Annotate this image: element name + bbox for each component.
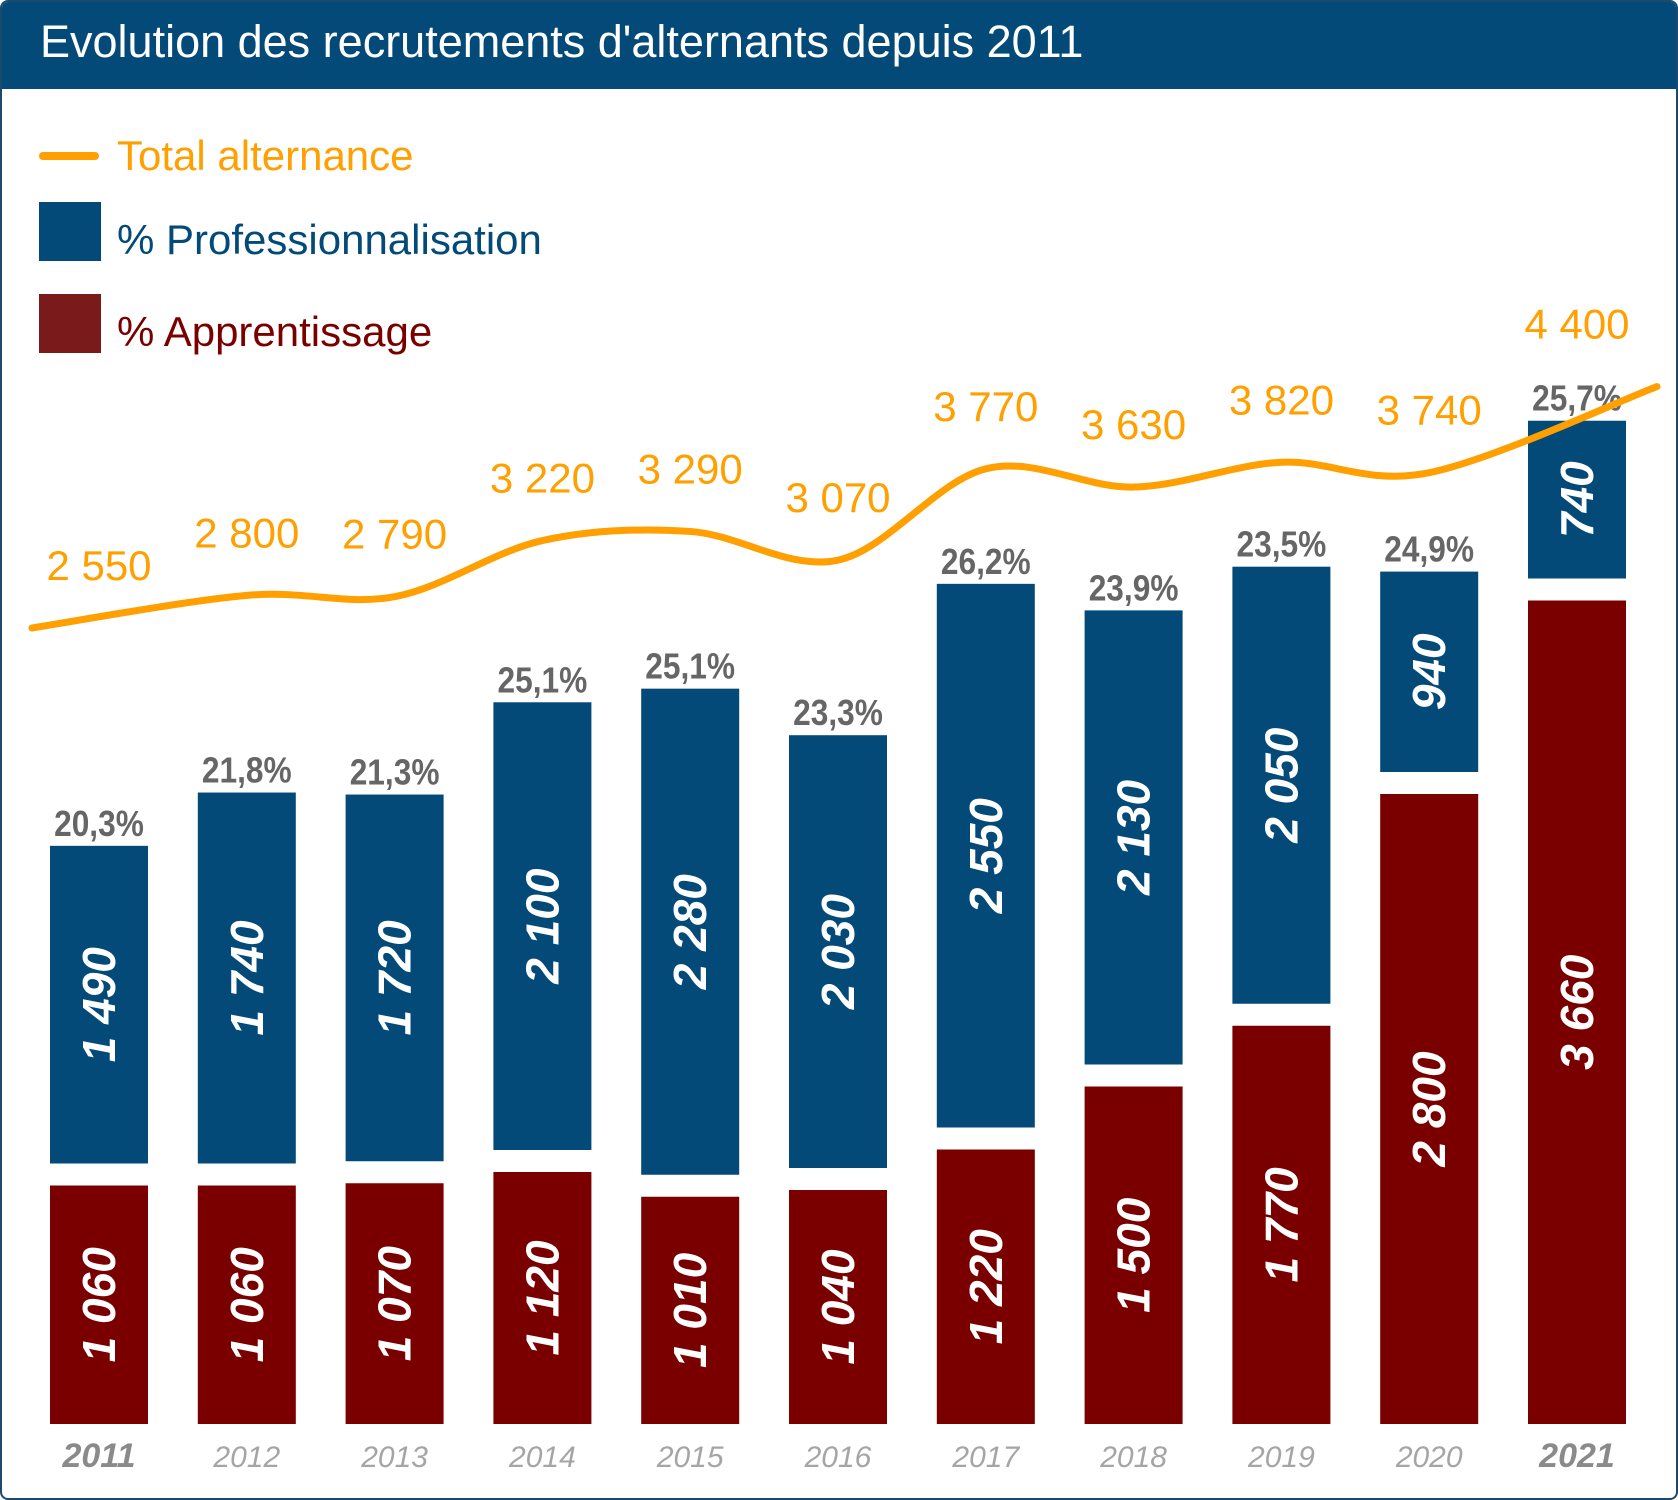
bar-label-apprentissage-2015: 1 010 (664, 1252, 716, 1368)
bar-professionnalisation-2014 (493, 702, 592, 1150)
bar-label-professionnalisation-2014: 2 100 (516, 868, 568, 985)
total-label-2021: 4 400 (1524, 301, 1629, 348)
bar-professionnalisation-2017 (936, 583, 1035, 1128)
year-label-2012: 2012 (212, 1441, 280, 1474)
bar-apprentissage-2016 (789, 1190, 887, 1424)
legend-label-total: Total alternance (117, 132, 414, 179)
legend-line-swatch (39, 152, 99, 160)
bar-professionnalisation-2012 (197, 792, 296, 1164)
bar-apprentissage-2018 (1084, 1086, 1183, 1424)
pct-label-2011: 20,3% (54, 804, 144, 844)
bar-label-apprentissage-2021: 3 660 (1551, 954, 1603, 1070)
legend-label-pro: % Professionnalisation (117, 216, 542, 263)
bar-professionnalisation-2016 (789, 735, 887, 1168)
bar-professionnalisation-2020 (1380, 571, 1479, 772)
bar-apprentissage-2021 (1528, 600, 1626, 1424)
pct-label-2021: 25,7% (1532, 379, 1622, 419)
total-label-2018: 3 630 (1081, 401, 1186, 448)
bar-label-apprentissage-2014: 1 120 (516, 1240, 568, 1356)
bar-apprentissage-2020 (1380, 794, 1479, 1424)
pct-label-2014: 25,1% (498, 660, 588, 700)
total-label-2020: 3 740 (1377, 387, 1482, 434)
bar-label-apprentissage-2019: 1 770 (1255, 1167, 1307, 1283)
bar-label-professionnalisation-2011: 1 490 (73, 947, 125, 1063)
bar-professionnalisation-2011 (50, 845, 148, 1164)
bar-label-professionnalisation-2016: 2 030 (812, 894, 864, 1011)
year-label-2020: 2020 (1395, 1441, 1463, 1474)
pct-label-2017: 26,2% (941, 542, 1031, 582)
year-label-2021: 2021 (1538, 1437, 1615, 1475)
bar-professionnalisation-2015 (641, 688, 740, 1175)
bar-apprentissage-2014 (493, 1172, 592, 1424)
bar-label-apprentissage-2017: 1 220 (960, 1229, 1012, 1345)
bar-label-professionnalisation-2015: 2 280 (664, 874, 716, 991)
total-label-2012: 2 800 (194, 509, 299, 556)
pct-label-2016: 23,3% (793, 693, 883, 733)
bar-label-professionnalisation-2018: 2 130 (1108, 779, 1160, 896)
legend-swatch-pro (39, 202, 101, 261)
bar-apprentissage-2017 (936, 1149, 1035, 1424)
year-label-2014: 2014 (508, 1441, 576, 1474)
bar-label-apprentissage-2020: 2 800 (1403, 1051, 1455, 1168)
year-label-2016: 2016 (804, 1441, 872, 1474)
year-label-2018: 2018 (1099, 1441, 1167, 1474)
bar-professionnalisation-2013 (345, 794, 444, 1162)
pct-label-2015: 25,1% (645, 647, 735, 687)
pct-label-2018: 23,9% (1089, 569, 1179, 609)
year-label-2013: 2013 (360, 1441, 428, 1474)
bar-apprentissage-2015 (641, 1196, 740, 1424)
pct-label-2012: 21,8% (202, 751, 292, 791)
bar-apprentissage-2013 (345, 1183, 444, 1424)
total-label-2016: 3 070 (785, 474, 890, 521)
pct-label-2013: 21,3% (350, 753, 440, 793)
bar-label-apprentissage-2013: 1 070 (369, 1246, 421, 1362)
bar-professionnalisation-2021 (1528, 420, 1626, 579)
bar-apprentissage-2011 (50, 1185, 148, 1424)
year-label-2011: 2011 (61, 1437, 135, 1475)
legend-swatch-app (39, 294, 101, 353)
bar-label-apprentissage-2016: 1 040 (812, 1249, 864, 1365)
year-label-2017: 2017 (951, 1441, 1020, 1474)
year-label-2015: 2015 (656, 1441, 724, 1474)
pct-label-2020: 24,9% (1384, 530, 1474, 570)
bar-label-professionnalisation-2020: 940 (1403, 633, 1455, 710)
bar-professionnalisation-2019 (1232, 566, 1331, 1004)
total-label-2019: 3 820 (1229, 376, 1334, 423)
bar-label-professionnalisation-2013: 1 720 (369, 920, 421, 1036)
bar-label-apprentissage-2011: 1 060 (73, 1247, 125, 1363)
chart-title: Evolution des recrutements d'alternants … (40, 16, 1084, 67)
legend-label-app: % Apprentissage (117, 308, 433, 355)
bar-label-apprentissage-2012: 1 060 (221, 1247, 273, 1363)
bar-apprentissage-2012 (197, 1185, 296, 1424)
bar-apprentissage-2019 (1232, 1025, 1331, 1424)
pct-label-2019: 23,5% (1237, 525, 1327, 565)
bar-label-professionnalisation-2012: 1 740 (221, 920, 273, 1036)
total-label-2011: 2 550 (46, 542, 151, 589)
year-label-2019: 2019 (1247, 1441, 1315, 1474)
bar-label-professionnalisation-2019: 2 050 (1255, 727, 1307, 844)
bar-professionnalisation-2018 (1084, 610, 1183, 1065)
total-label-2013: 2 790 (342, 511, 447, 558)
title-bar: Evolution des recrutements d'alternants … (2, 2, 1676, 89)
bar-label-professionnalisation-2017: 2 550 (960, 798, 1012, 915)
total-label-2015: 3 290 (638, 445, 743, 492)
total-label-2014: 3 220 (490, 455, 595, 502)
total-label-2017: 3 770 (933, 383, 1038, 430)
total-line (28, 383, 1661, 632)
bar-label-apprentissage-2018: 1 500 (1108, 1197, 1160, 1313)
bar-label-professionnalisation-2021: 740 (1551, 461, 1603, 538)
